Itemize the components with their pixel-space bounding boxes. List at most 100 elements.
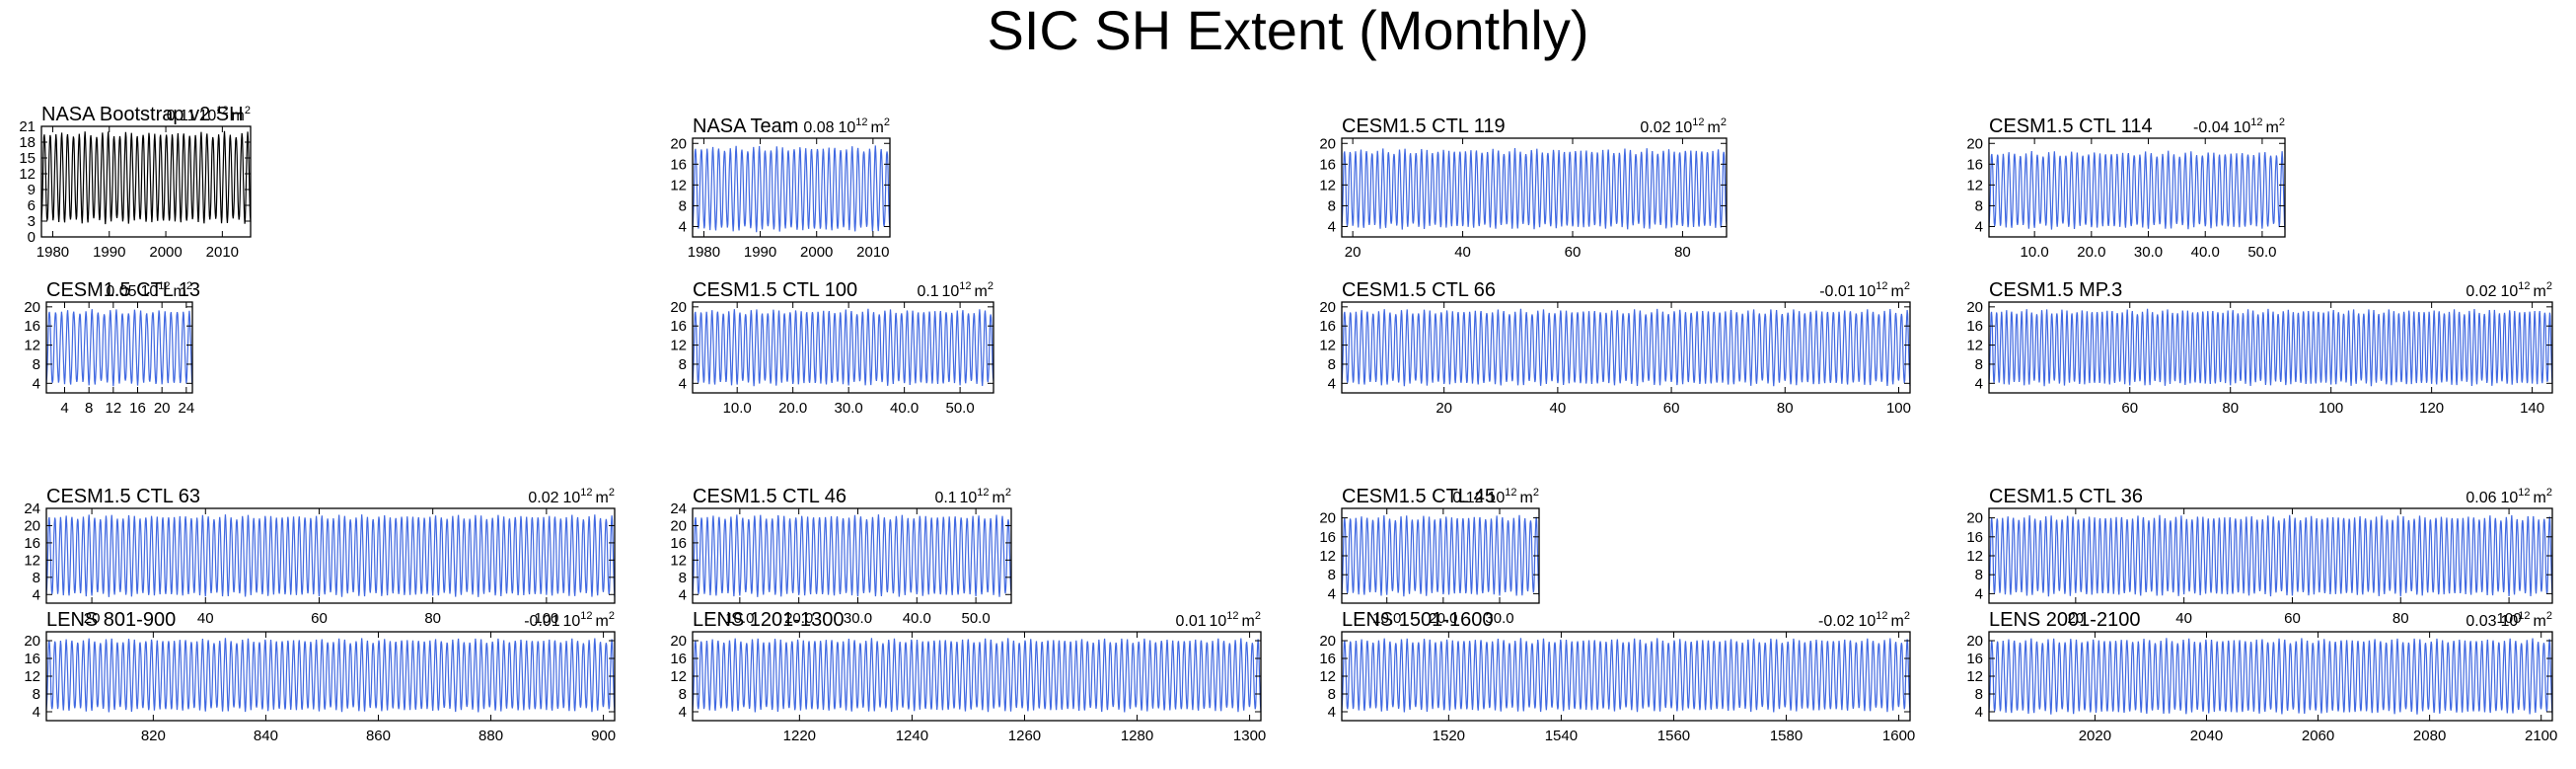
trend-sq: m	[232, 108, 245, 124]
x-tick-label: 2000	[800, 244, 833, 261]
y-tick-label: 12	[1966, 668, 1983, 685]
trend-label: -0.04 1012 m2	[2193, 116, 2285, 136]
x-tick-label: 40	[1550, 400, 1567, 417]
x-tick-label: 60	[311, 610, 328, 627]
y-tick-label: 4	[1975, 704, 1983, 721]
x-tick-label: 2060	[2302, 728, 2334, 744]
x-tick-label: 80	[2222, 400, 2239, 417]
trend-label: 0.08 1012 m2	[803, 116, 890, 136]
series-line	[1341, 638, 1911, 713]
x-tick-label: 40	[1454, 244, 1471, 261]
x-tick-label: 30.0	[835, 400, 863, 417]
trend-unit: 10	[1210, 613, 1227, 630]
panel-title: CESM1.5 CTL 45	[1342, 486, 1496, 507]
trend-exp: 12	[959, 280, 971, 292]
x-tick-label: 10.0	[723, 400, 752, 417]
trend-sq: m	[975, 283, 988, 300]
y-tick-label: 12	[1319, 177, 1336, 193]
y-tick-label: 8	[1975, 686, 1983, 703]
trend-unit: 10	[960, 490, 978, 506]
y-tick-label: 3	[28, 213, 36, 230]
y-tick-label: 16	[1319, 156, 1336, 173]
x-tick-label: 2100	[2525, 728, 2557, 744]
x-tick-label: 16	[129, 400, 146, 417]
y-tick-label: 0	[28, 229, 36, 246]
trend-unit: 10	[1488, 490, 1506, 506]
y-tick-label: 12	[1966, 177, 1983, 193]
trend-unit: 10	[141, 283, 159, 300]
x-tick-label: 24	[178, 400, 194, 417]
y-tick-label: 8	[1975, 356, 1983, 373]
trend-value: 0.08	[803, 119, 834, 136]
y-tick-label: 16	[24, 651, 40, 667]
trend-sq: m	[1520, 490, 1533, 506]
y-tick-label: 24	[670, 500, 687, 517]
y-tick-label: 16	[24, 535, 40, 552]
y-tick-label: 12	[24, 338, 40, 354]
y-tick-label: 6	[28, 197, 36, 214]
x-tick-label: 20	[84, 610, 101, 627]
series-line	[45, 514, 616, 597]
panel-title: CESM1.5 CTL 36	[1989, 486, 2143, 507]
x-tick-label: 2000	[149, 244, 182, 261]
trend-exp: 12	[1876, 610, 1887, 622]
panel-title: CESM1.5 CTL 46	[693, 486, 846, 507]
trend-label: 0.06 1012 m2	[2466, 487, 2552, 506]
x-tick-label: 2010	[206, 244, 239, 261]
y-tick-label: 4	[679, 218, 687, 235]
trend-value: -0.01	[524, 613, 560, 630]
x-tick-label: 20.0	[2077, 244, 2105, 261]
series-line	[1341, 147, 1728, 230]
x-tick-label: 1990	[93, 244, 125, 261]
chart-panel-5: CESM1.5 CTL 100 0.1 1012 m2 10.0 20.0 30.0 40.0…	[647, 272, 999, 423]
series-line	[1988, 514, 2553, 597]
y-tick-label: 8	[679, 356, 687, 373]
trend-label: 0.12 1012 m2	[1452, 487, 1539, 506]
x-tick-label: 1220	[783, 728, 816, 744]
y-tick-label: 20	[24, 517, 40, 534]
trend-unit: 10	[2501, 283, 2519, 300]
trend-sq-exp: 2	[884, 116, 890, 128]
series-line	[1341, 308, 1911, 387]
trend-label: 0.1 1012 m2	[934, 487, 1011, 506]
trend-value: -0.04	[2193, 119, 2230, 136]
trend-sq-exp: 2	[2279, 116, 2285, 128]
y-tick-label: 20	[1966, 135, 1983, 152]
trend-sq: m	[1242, 613, 1255, 630]
plot-frame	[1988, 301, 2553, 394]
x-tick-label: 80	[1777, 400, 1794, 417]
trend-sq-exp: 2	[1533, 487, 1539, 499]
trend-label: 0.02 1012 m2	[2466, 280, 2552, 300]
panel-title: LENS 801-900	[46, 609, 176, 631]
panel-title: CESM1.5 CTL 114	[1989, 115, 2153, 137]
y-tick-label: 4	[1328, 585, 1336, 602]
y-tick-label: 16	[1966, 156, 1983, 173]
plot-frame	[1341, 301, 1911, 394]
trend-sq-exp: 2	[1904, 610, 1910, 622]
x-tick-label: 140	[2520, 400, 2544, 417]
trend-value: 0.01	[1176, 613, 1207, 630]
trend-sq: m	[2534, 613, 2546, 630]
x-tick-label: 20	[1345, 244, 1362, 261]
trend-exp: 12	[1692, 116, 1704, 128]
y-tick-label: 4	[1328, 704, 1336, 721]
x-tick-label: 20	[154, 400, 171, 417]
x-tick-label: 1980	[688, 244, 720, 261]
x-tick-label: 40	[197, 610, 214, 627]
y-tick-label: 20	[1966, 510, 1983, 527]
series-line	[1988, 308, 2553, 387]
plot-frame	[45, 507, 616, 604]
trend-value: 0.03	[2466, 613, 2496, 630]
x-tick-label: 120	[2419, 400, 2444, 417]
y-tick-label: 8	[679, 686, 687, 703]
y-tick-label: 8	[1328, 686, 1336, 703]
trend-unit: 10	[839, 119, 856, 136]
trend-value: 0.02	[2466, 283, 2496, 300]
y-tick-label: 12	[24, 668, 40, 685]
y-tick-label: 4	[1975, 585, 1983, 602]
x-tick-label: 100	[2497, 610, 2522, 627]
chart-panel-15: LENS 2001-2100 0.03 1012 m2 2020 2040 2060 2080…	[1944, 602, 2558, 750]
